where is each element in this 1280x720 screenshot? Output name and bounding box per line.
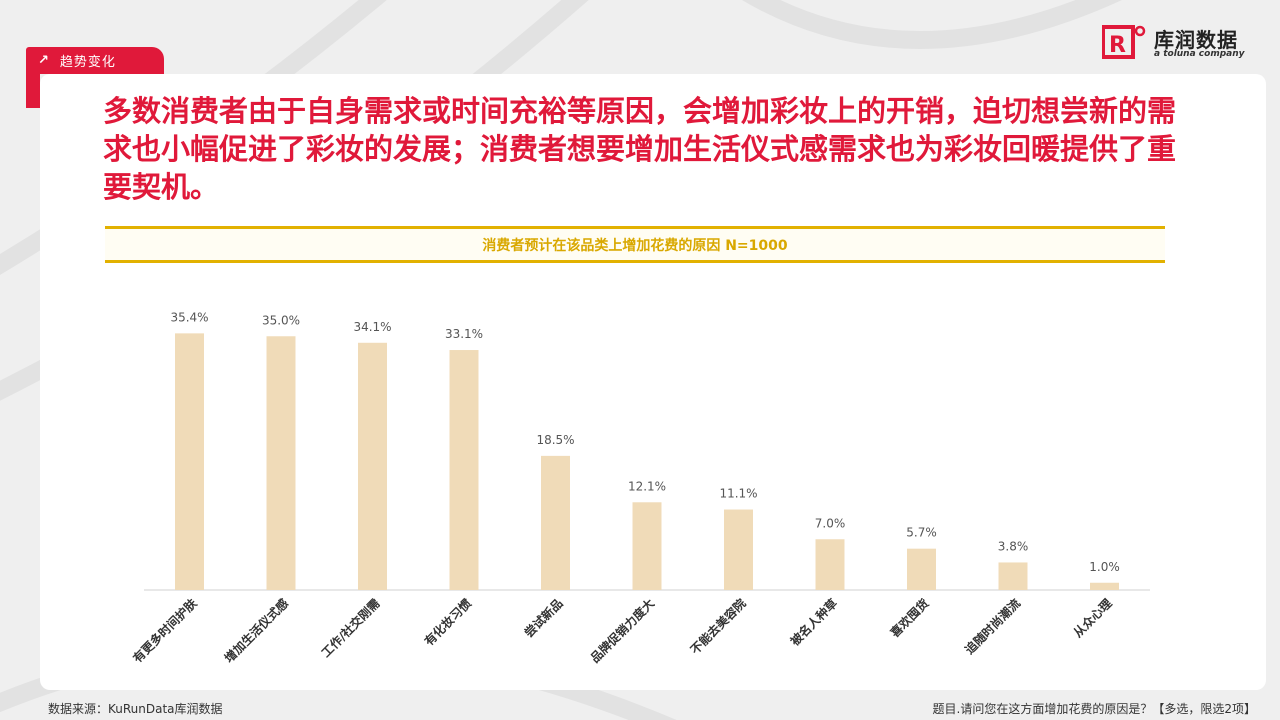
category-label-7: 被名人种草 <box>787 596 840 649</box>
chart-title-bar: 消费者预计在该品类上增加花费的原因 N=1000 <box>105 226 1165 263</box>
category-label-10: 从众心理 <box>1070 596 1115 641</box>
bar-6 <box>724 509 753 590</box>
data-source: 数据来源：KuRunData库润数据 <box>48 702 223 716</box>
value-label-7: 7.0% <box>815 516 846 530</box>
bar-8 <box>907 548 936 590</box>
value-label-4: 18.5% <box>536 433 574 447</box>
category-label-0: 有更多时间护肤 <box>130 595 201 666</box>
bar-3 <box>449 350 479 590</box>
category-label-1: 增加生活仪式感 <box>221 596 291 666</box>
brand-tagline: a toluna company <box>1154 49 1245 59</box>
category-label-4: 尝试新品 <box>521 596 566 641</box>
chart-title: 消费者预计在该品类上增加花费的原因 N=1000 <box>482 237 788 254</box>
value-label-5: 12.1% <box>628 479 666 493</box>
survey-question: 题目.请问您在这方面增加花费的原因是？【多选，限选2项】 <box>932 702 1256 716</box>
bar-9 <box>998 562 1028 590</box>
section-tag-label: 趋势变化 <box>59 55 116 70</box>
bar-2 <box>358 342 387 590</box>
category-label-2: 工作/社交刚需 <box>318 596 383 661</box>
kr-logo-mark-icon: R <box>1102 25 1146 59</box>
value-label-2: 34.1% <box>353 320 391 334</box>
brand-name: 库润数据 <box>1154 28 1238 52</box>
value-label-10: 1.0% <box>1089 560 1120 574</box>
value-label-0: 35.4% <box>170 310 208 324</box>
page-headline: 多数消费者由于自身需求或时间充裕等原因，会增加彩妆上的开销，迫切想尝新的需求也小… <box>103 94 1177 204</box>
category-label-8: 喜欢囤货 <box>887 596 932 641</box>
value-label-1: 35.0% <box>262 313 300 327</box>
value-label-3: 33.1% <box>445 327 483 341</box>
bar-4 <box>541 455 570 590</box>
arrow-up-right-icon: ↗ <box>38 53 50 68</box>
section-tag: ↗ 趋势变化 <box>26 47 164 74</box>
category-label-6: 不能去美容院 <box>687 596 749 658</box>
value-label-6: 11.1% <box>719 487 757 501</box>
brand-logo: R 库润数据 a toluna company <box>1102 24 1252 64</box>
category-label-5: 品牌促销力度大 <box>587 596 657 666</box>
value-label-9: 3.8% <box>998 539 1029 553</box>
category-label-3: 有化妆习惯 <box>421 596 474 649</box>
section-tag-fold <box>26 74 40 108</box>
svg-text:R: R <box>1109 33 1126 58</box>
bar-7 <box>815 539 845 590</box>
bar-0 <box>175 333 204 590</box>
bar-10 <box>1090 582 1119 590</box>
category-label-9: 追随时尚潮流 <box>962 596 1024 658</box>
bar-5 <box>632 502 662 590</box>
bar-1 <box>266 336 296 590</box>
value-label-8: 5.7% <box>906 526 937 540</box>
